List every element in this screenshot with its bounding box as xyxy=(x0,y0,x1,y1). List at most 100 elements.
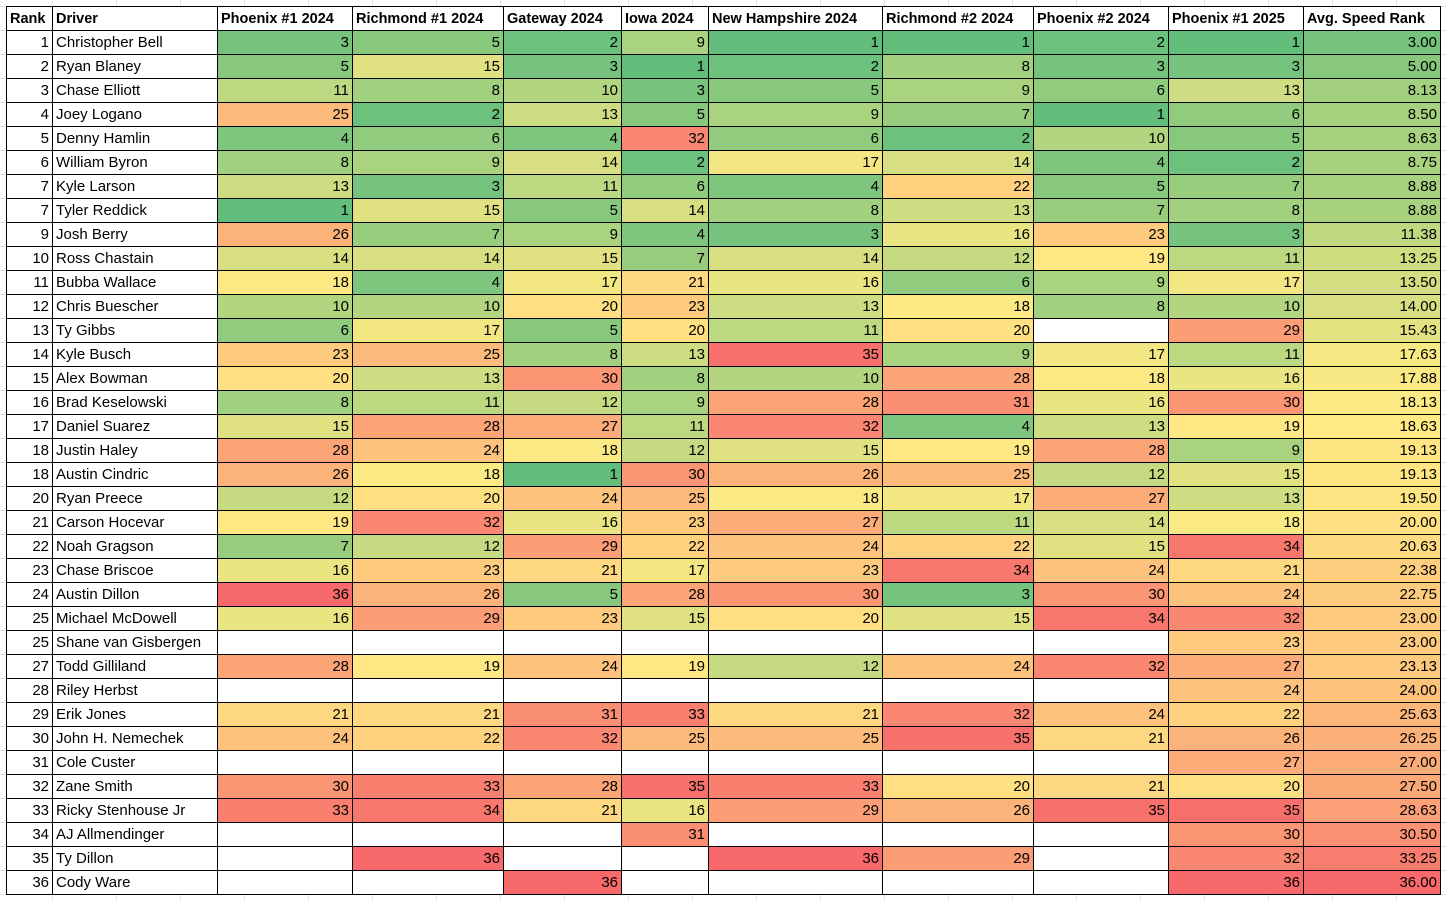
race-rank-cell[interactable]: 23 xyxy=(1168,630,1304,655)
driver-cell[interactable]: Daniel Suarez xyxy=(52,414,218,439)
race-rank-cell[interactable]: 36 xyxy=(503,870,622,895)
race-rank-cell[interactable] xyxy=(217,630,353,655)
race-rank-cell[interactable] xyxy=(352,630,504,655)
race-rank-cell[interactable]: 13 xyxy=(882,198,1034,223)
avg-speed-rank-cell[interactable]: 18.13 xyxy=(1303,390,1441,415)
race-rank-cell[interactable]: 10 xyxy=(352,294,504,319)
race-rank-cell[interactable] xyxy=(621,846,709,871)
rank-cell[interactable]: 7 xyxy=(6,174,53,199)
race-rank-cell[interactable]: 19 xyxy=(1168,414,1304,439)
race-rank-cell[interactable]: 12 xyxy=(503,390,622,415)
race-rank-cell[interactable]: 9 xyxy=(1033,270,1169,295)
race-rank-cell[interactable]: 16 xyxy=(503,510,622,535)
rank-cell[interactable]: 13 xyxy=(6,318,53,343)
race-rank-cell[interactable]: 19 xyxy=(352,654,504,679)
race-rank-cell[interactable]: 18 xyxy=(217,270,353,295)
race-rank-cell[interactable]: 27 xyxy=(708,510,883,535)
race-rank-cell[interactable] xyxy=(217,822,353,847)
race-rank-cell[interactable]: 32 xyxy=(1168,846,1304,871)
race-rank-cell[interactable]: 28 xyxy=(621,582,709,607)
race-rank-cell[interactable]: 15 xyxy=(352,198,504,223)
race-rank-cell[interactable]: 5 xyxy=(503,582,622,607)
race-rank-cell[interactable]: 21 xyxy=(503,798,622,823)
race-rank-cell[interactable]: 4 xyxy=(1033,150,1169,175)
race-rank-cell[interactable]: 24 xyxy=(1033,702,1169,727)
race-rank-cell[interactable] xyxy=(503,846,622,871)
race-rank-cell[interactable]: 21 xyxy=(1033,726,1169,751)
race-rank-cell[interactable]: 32 xyxy=(1168,606,1304,631)
race-rank-cell[interactable]: 22 xyxy=(1168,702,1304,727)
driver-cell[interactable]: Austin Dillon xyxy=(52,582,218,607)
race-rank-cell[interactable]: 24 xyxy=(503,654,622,679)
avg-speed-rank-cell[interactable]: 5.00 xyxy=(1303,54,1441,79)
race-rank-cell[interactable]: 17 xyxy=(882,486,1034,511)
race-rank-cell[interactable]: 33 xyxy=(352,774,504,799)
rank-cell[interactable]: 6 xyxy=(6,150,53,175)
race-rank-cell[interactable]: 32 xyxy=(1033,654,1169,679)
race-rank-cell[interactable]: 28 xyxy=(217,438,353,463)
race-rank-cell[interactable]: 24 xyxy=(1168,678,1304,703)
race-rank-cell[interactable] xyxy=(708,870,883,895)
race-rank-cell[interactable]: 3 xyxy=(503,54,622,79)
race-rank-cell[interactable]: 6 xyxy=(1168,102,1304,127)
race-rank-cell[interactable]: 18 xyxy=(708,486,883,511)
race-rank-cell[interactable]: 23 xyxy=(217,342,353,367)
race-rank-cell[interactable]: 13 xyxy=(1033,414,1169,439)
header-richmond1-2024[interactable]: Richmond #1 2024 xyxy=(352,6,504,31)
race-rank-cell[interactable]: 32 xyxy=(708,414,883,439)
driver-cell[interactable]: Shane van Gisbergen xyxy=(52,630,218,655)
race-rank-cell[interactable]: 1 xyxy=(708,30,883,55)
race-rank-cell[interactable]: 5 xyxy=(217,54,353,79)
rank-cell[interactable]: 14 xyxy=(6,342,53,367)
rank-cell[interactable]: 9 xyxy=(6,222,53,247)
race-rank-cell[interactable]: 4 xyxy=(217,126,353,151)
race-rank-cell[interactable] xyxy=(882,870,1034,895)
race-rank-cell[interactable]: 26 xyxy=(352,582,504,607)
race-rank-cell[interactable] xyxy=(503,822,622,847)
race-rank-cell[interactable]: 11 xyxy=(1168,246,1304,271)
race-rank-cell[interactable]: 31 xyxy=(621,822,709,847)
avg-speed-rank-cell[interactable]: 27.50 xyxy=(1303,774,1441,799)
driver-cell[interactable]: Noah Gragson xyxy=(52,534,218,559)
race-rank-cell[interactable] xyxy=(621,870,709,895)
race-rank-cell[interactable]: 22 xyxy=(882,534,1034,559)
race-rank-cell[interactable]: 16 xyxy=(1168,366,1304,391)
race-rank-cell[interactable]: 24 xyxy=(1168,582,1304,607)
race-rank-cell[interactable]: 9 xyxy=(708,102,883,127)
race-rank-cell[interactable]: 15 xyxy=(621,606,709,631)
race-rank-cell[interactable]: 24 xyxy=(503,486,622,511)
race-rank-cell[interactable]: 17 xyxy=(352,318,504,343)
race-rank-cell[interactable]: 13 xyxy=(1168,78,1304,103)
race-rank-cell[interactable]: 20 xyxy=(882,774,1034,799)
race-rank-cell[interactable]: 1 xyxy=(1033,102,1169,127)
race-rank-cell[interactable]: 11 xyxy=(352,390,504,415)
race-rank-cell[interactable]: 2 xyxy=(882,126,1034,151)
race-rank-cell[interactable]: 14 xyxy=(621,198,709,223)
race-rank-cell[interactable] xyxy=(217,846,353,871)
race-rank-cell[interactable]: 8 xyxy=(217,390,353,415)
race-rank-cell[interactable] xyxy=(708,678,883,703)
race-rank-cell[interactable]: 24 xyxy=(217,726,353,751)
race-rank-cell[interactable]: 13 xyxy=(352,366,504,391)
avg-speed-rank-cell[interactable]: 20.00 xyxy=(1303,510,1441,535)
header-phoenix1-2025[interactable]: Phoenix #1 2025 xyxy=(1168,6,1304,31)
race-rank-cell[interactable] xyxy=(1033,318,1169,343)
race-rank-cell[interactable]: 10 xyxy=(708,366,883,391)
race-rank-cell[interactable]: 34 xyxy=(882,558,1034,583)
race-rank-cell[interactable]: 5 xyxy=(621,102,709,127)
race-rank-cell[interactable]: 28 xyxy=(352,414,504,439)
race-rank-cell[interactable]: 14 xyxy=(708,246,883,271)
race-rank-cell[interactable]: 17 xyxy=(1033,342,1169,367)
race-rank-cell[interactable]: 19 xyxy=(1033,246,1169,271)
race-rank-cell[interactable]: 25 xyxy=(352,342,504,367)
race-rank-cell[interactable]: 20 xyxy=(217,366,353,391)
race-rank-cell[interactable]: 7 xyxy=(217,534,353,559)
race-rank-cell[interactable]: 13 xyxy=(503,102,622,127)
avg-speed-rank-cell[interactable]: 19.13 xyxy=(1303,462,1441,487)
avg-speed-rank-cell[interactable]: 3.00 xyxy=(1303,30,1441,55)
race-rank-cell[interactable]: 21 xyxy=(1168,558,1304,583)
race-rank-cell[interactable]: 2 xyxy=(1168,150,1304,175)
race-rank-cell[interactable]: 26 xyxy=(217,462,353,487)
race-rank-cell[interactable]: 6 xyxy=(621,174,709,199)
race-rank-cell[interactable]: 8 xyxy=(1168,198,1304,223)
